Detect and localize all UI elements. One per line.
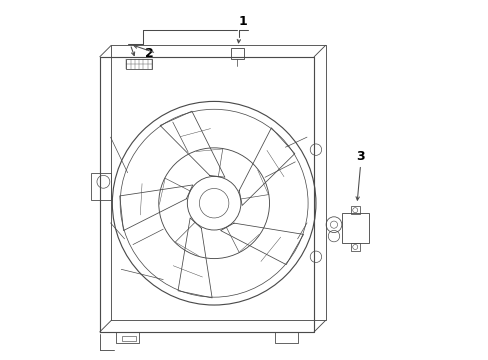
Text: 1: 1 — [238, 14, 246, 27]
Bar — [350, 206, 359, 214]
Bar — [126, 59, 152, 68]
Bar — [91, 173, 110, 200]
Text: 3: 3 — [356, 150, 364, 163]
Bar — [230, 48, 244, 59]
Bar — [122, 336, 136, 342]
Bar — [350, 243, 359, 251]
Bar — [341, 213, 368, 243]
Text: 2: 2 — [145, 47, 154, 60]
